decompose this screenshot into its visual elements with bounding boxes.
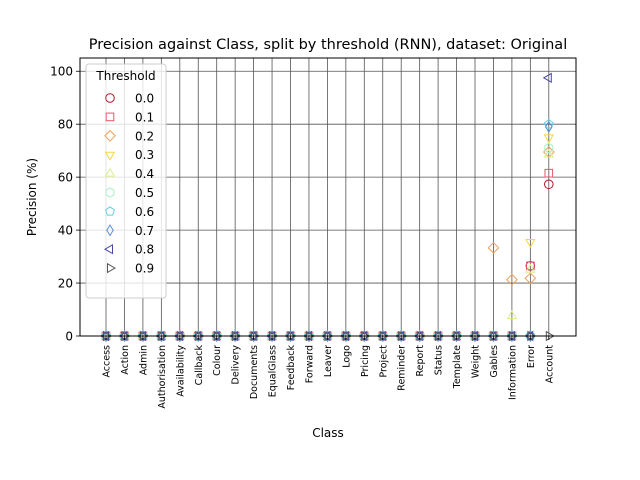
legend-label: 0.4 <box>135 167 154 181</box>
legend-label: 0.9 <box>135 262 154 276</box>
x-tick-label: Report <box>415 345 426 377</box>
x-tick-label: Gables <box>489 345 500 378</box>
x-tick-label: Pricing <box>360 345 371 377</box>
data-point <box>543 118 554 129</box>
plot-frame <box>79 57 577 337</box>
x-tick-label: Documents <box>249 345 260 399</box>
data-point <box>544 142 554 154</box>
data-point <box>543 134 554 144</box>
legend: Threshold 0.0 0.1 0.2 0.3 0.4 0.5 0.6 0.7 0.8 0.9 <box>85 63 167 299</box>
legend-label: 0.1 <box>135 110 154 124</box>
y-axis-label: Precision (%) <box>25 158 39 236</box>
data-point <box>545 120 553 133</box>
data-point <box>525 239 536 249</box>
x-tick-label: Callback <box>194 345 205 386</box>
y-tick-label: 40 <box>58 224 73 238</box>
chart-title: Precision against Class, split by thresh… <box>89 37 567 53</box>
x-tick-label: Authorisation <box>157 345 168 409</box>
data-point <box>543 148 554 158</box>
legend-marker <box>107 262 117 274</box>
legend-label: 0.5 <box>135 186 154 200</box>
x-tick-label: EqualGlass <box>268 345 279 397</box>
data-point <box>525 263 536 273</box>
data-point <box>526 261 535 271</box>
x-tick-label: Availability <box>175 345 186 397</box>
x-tick-label: Colour <box>212 345 223 376</box>
legend-label: 0.0 <box>135 92 154 106</box>
y-tick-label: 100 <box>50 65 73 79</box>
x-tick-label: Template <box>452 345 463 390</box>
legend-marker <box>104 129 116 142</box>
x-tick-label: Status <box>434 345 445 375</box>
x-tick-label: Delivery <box>231 345 242 385</box>
legend-label: 0.6 <box>135 205 154 219</box>
legend-title: Threshold <box>95 69 155 83</box>
legend-label: 0.8 <box>135 243 154 257</box>
x-tick-label: Information <box>507 345 518 400</box>
x-tick-label: Admin <box>138 345 149 375</box>
legend-marker <box>105 187 115 198</box>
data-point <box>524 272 537 285</box>
legend-marker <box>106 224 114 237</box>
x-tick-label: Feedback <box>286 345 297 391</box>
x-axis-label: Class <box>312 426 344 440</box>
x-axis: Access Action Admin Authorisation Availabili… <box>102 336 555 409</box>
legend-marker <box>105 206 115 216</box>
legend-label: 0.7 <box>135 224 154 238</box>
x-tick-label: Forward <box>304 345 315 383</box>
y-axis: 0 20 40 60 80 100 <box>50 65 80 344</box>
legend-marker <box>104 151 116 161</box>
legend-marker <box>103 244 113 255</box>
x-tick-label: Logo <box>341 345 352 368</box>
data-point <box>505 273 518 286</box>
data-point <box>544 168 554 178</box>
legend-label: 0.3 <box>135 148 154 162</box>
x-tick-label: Account <box>544 345 555 384</box>
x-tick-label: Reminder <box>397 345 408 391</box>
x-tick-label: Weight <box>471 345 482 378</box>
legend-label: 0.2 <box>135 129 154 143</box>
x-tick-label: Action <box>120 345 131 375</box>
y-tick-label: 60 <box>58 171 73 185</box>
x-tick-label: Project <box>378 345 389 378</box>
x-tick-label: Error <box>526 345 537 368</box>
y-tick-label: 80 <box>58 118 73 132</box>
legend-marker <box>105 93 115 103</box>
legend-marker <box>105 112 115 122</box>
x-tick-label: Leaver <box>323 345 334 377</box>
legend-marker <box>104 167 116 177</box>
data-point <box>544 179 554 190</box>
data-point <box>506 310 518 320</box>
data-point <box>542 72 552 84</box>
series-0.8 <box>99 72 552 342</box>
x-tick-label: Access <box>102 345 113 378</box>
y-tick-label: 0 <box>65 330 73 344</box>
legend-box <box>85 63 167 299</box>
y-tick-label: 20 <box>58 277 73 291</box>
data-point <box>487 241 500 254</box>
